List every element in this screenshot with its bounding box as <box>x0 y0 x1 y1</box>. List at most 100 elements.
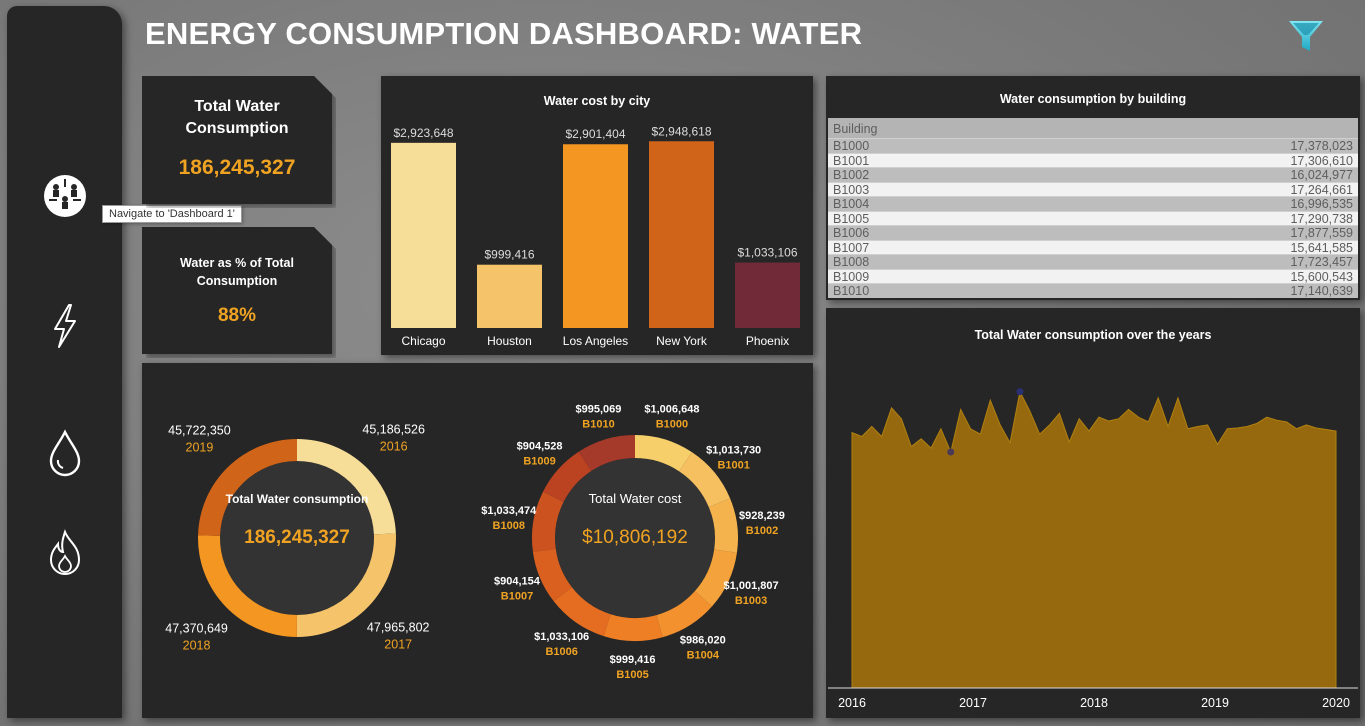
table-row[interactable]: B1003 17,264,661 <box>828 181 1358 197</box>
donut-category-label: B1009 <box>523 456 555 468</box>
bar-houston[interactable] <box>477 264 542 328</box>
donut-slice-b1001[interactable] <box>679 452 731 508</box>
table-cell-building: B1002 <box>833 168 870 182</box>
donut-center-value: $10,806,192 <box>582 527 688 548</box>
table-row[interactable]: B1002 16,024,977 <box>828 167 1358 182</box>
table-row[interactable]: B1004 16,996,535 <box>828 196 1358 211</box>
bar-los-angeles[interactable] <box>563 144 628 328</box>
table-cell-building: B1009 <box>833 269 870 284</box>
x-tick-label: 2017 <box>959 696 987 710</box>
area-series[interactable] <box>851 390 1337 689</box>
donut-center-value: 186,245,327 <box>244 527 350 548</box>
donut-slice-b1002[interactable] <box>708 498 739 553</box>
table-cell-value: 17,378,023 <box>1290 139 1353 153</box>
table-cell-value: 17,290,738 <box>1290 211 1353 226</box>
donut-slice-b1007[interactable] <box>532 548 572 602</box>
table-row[interactable]: B1007 15,641,585 <box>828 239 1358 255</box>
table-cell-building: B1000 <box>833 139 870 153</box>
donut-value-label: 47,965,802 <box>367 621 430 635</box>
consumption-over-years-panel: Total Water consumption over the years 2… <box>826 308 1360 718</box>
table-row[interactable]: B1009 15,600,543 <box>828 268 1358 284</box>
donut-slice-b1008[interactable] <box>532 491 564 552</box>
kpi-total-label: Total Water Consumption <box>185 98 289 137</box>
dashboard-people-icon[interactable] <box>43 171 87 221</box>
table-cell-building: B1005 <box>833 211 870 226</box>
table-cell-building: B1010 <box>833 284 870 298</box>
table-row[interactable]: B1001 17,306,610 <box>828 152 1358 168</box>
table-cell-value: 16,996,535 <box>1290 197 1353 211</box>
min-marker[interactable] <box>947 448 955 456</box>
lightning-icon[interactable] <box>43 301 87 351</box>
max-marker[interactable] <box>1016 388 1024 396</box>
table-row[interactable]: B1000 17,378,023 <box>828 138 1358 153</box>
donut-value-label: $995,069 <box>576 403 622 415</box>
donut-slice-2016[interactable] <box>297 439 396 535</box>
table-cell-value: 17,264,661 <box>1290 182 1353 197</box>
donut-center-label: Total Water cost <box>589 491 682 506</box>
bar-value-label: $1,033,106 <box>737 246 797 260</box>
donut-category-label: B1005 <box>616 669 648 681</box>
donut-category-label: B1008 <box>493 520 525 532</box>
donut-value-label: $928,239 <box>739 510 785 522</box>
table-cell-value: 16,024,977 <box>1290 168 1353 182</box>
donut-slice-b1003[interactable] <box>694 549 737 607</box>
donut-value-label: $904,154 <box>494 576 541 588</box>
consumption-by-building-title: Water consumption by building <box>999 92 1187 106</box>
table-row[interactable]: B1008 17,723,457 <box>828 254 1358 269</box>
table-row[interactable]: B1006 17,877,559 <box>828 225 1358 240</box>
bar-value-label: $999,416 <box>484 248 534 262</box>
donut-value-label: $904,528 <box>517 441 563 453</box>
x-tick-label: 2018 <box>1080 696 1108 710</box>
donut-slice-b1010[interactable] <box>578 435 635 472</box>
donut-category-label: 2018 <box>183 639 211 653</box>
table-cell-value: 15,600,543 <box>1290 269 1353 284</box>
donut-slice-b1006[interactable] <box>553 587 611 637</box>
donuts-panel: 45,186,526 2016 47,965,802 2017 47,370,649 20… <box>142 363 813 718</box>
donut-category-label: 2019 <box>186 441 214 455</box>
donut-slice-b1005[interactable] <box>603 614 663 641</box>
page-title: ENERGY CONSUMPTION DASHBOARD: WATER <box>145 16 863 51</box>
donut-value-label: $986,020 <box>680 635 726 647</box>
donut-category-label: B1003 <box>735 595 767 607</box>
flame-icon[interactable] <box>43 528 87 578</box>
donut-value-label: 45,186,526 <box>362 423 425 437</box>
bar-chicago[interactable] <box>391 142 456 328</box>
donut-charts: 45,186,526 2016 47,965,802 2017 47,370,649 20… <box>165 403 785 681</box>
cost-by-city-panel: Water cost by city $2,923,648 Chicago $999… <box>381 76 813 355</box>
water-drop-icon[interactable] <box>43 428 87 478</box>
bar-category-label: New York <box>656 334 708 348</box>
x-tick-label: 2020 <box>1322 696 1350 710</box>
donut-value-label: $1,013,730 <box>706 444 761 456</box>
donut-center-label: Total Water consumption <box>226 492 369 506</box>
table-cell-value: 17,306,610 <box>1290 153 1353 168</box>
bar-value-label: $2,901,404 <box>565 127 625 141</box>
bar-category-label: Houston <box>487 334 532 348</box>
kpi-total-consumption: Total Water Consumption 186,245,327 <box>142 76 332 204</box>
donut-slice-b1000[interactable] <box>635 435 692 472</box>
donut-category-label: 2017 <box>384 638 412 652</box>
cost-by-city-title: Water cost by city <box>543 94 651 108</box>
donut-value-label: 45,722,350 <box>168 424 231 438</box>
donut-category-label: B1004 <box>687 650 720 662</box>
bar-category-label: Chicago <box>401 334 445 348</box>
donut-slice-b1009[interactable] <box>542 451 592 503</box>
consumption-over-years-title: Total Water consumption over the years <box>974 328 1212 342</box>
bar-value-label: $2,948,618 <box>651 124 711 138</box>
donut-slice-b1004[interactable] <box>656 591 713 638</box>
table-cell-building: B1007 <box>833 240 870 255</box>
donut-slice-2018[interactable] <box>198 535 297 637</box>
donut-slice-2019[interactable] <box>198 439 297 536</box>
table-row[interactable]: B1005 17,290,738 <box>828 210 1358 226</box>
table-cell-building: B1004 <box>833 197 870 211</box>
donut-category-label: B1000 <box>656 418 688 430</box>
donut-center <box>220 461 374 615</box>
bar-new-york[interactable] <box>649 141 714 328</box>
filter-icon[interactable] <box>1287 17 1325 55</box>
table-row[interactable]: B1010 17,140,639 <box>828 283 1358 298</box>
donut-category-label: B1006 <box>545 646 577 658</box>
bar-category-label: Los Angeles <box>563 334 628 348</box>
donut-slice-2017[interactable] <box>296 533 396 637</box>
donut-value-label: $1,033,106 <box>534 631 589 643</box>
x-tick-label: 2019 <box>1201 696 1229 710</box>
bar-phoenix[interactable] <box>735 262 800 328</box>
